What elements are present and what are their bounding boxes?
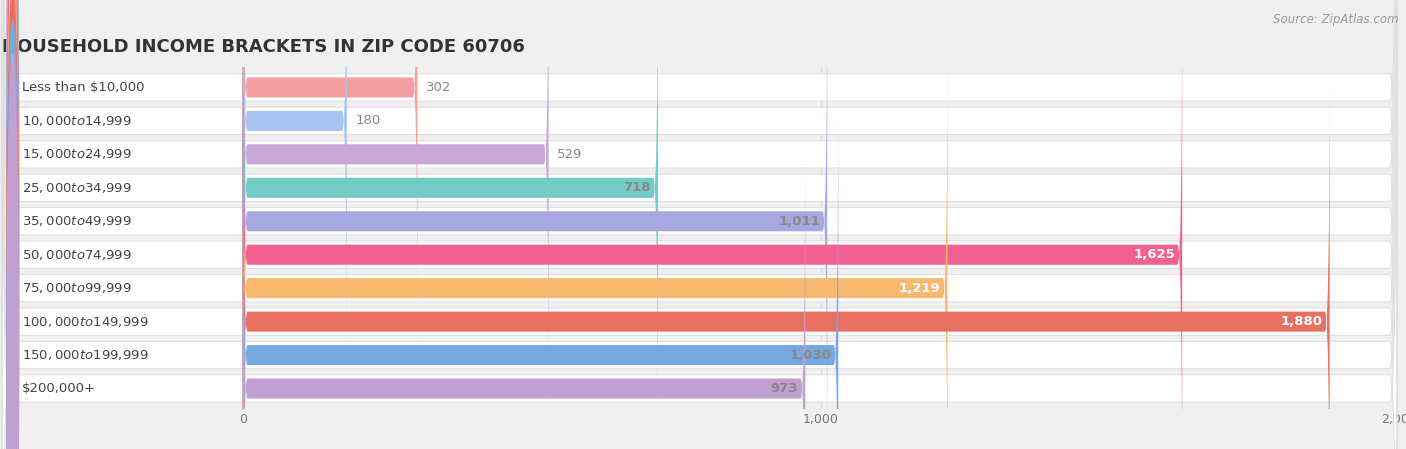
FancyBboxPatch shape xyxy=(243,97,838,449)
Circle shape xyxy=(7,0,18,449)
Circle shape xyxy=(7,0,18,449)
FancyBboxPatch shape xyxy=(3,0,1396,449)
Text: Source: ZipAtlas.com: Source: ZipAtlas.com xyxy=(1274,13,1399,26)
Text: HOUSEHOLD INCOME BRACKETS IN ZIP CODE 60706: HOUSEHOLD INCOME BRACKETS IN ZIP CODE 60… xyxy=(3,38,526,56)
FancyBboxPatch shape xyxy=(243,0,827,449)
FancyBboxPatch shape xyxy=(243,131,806,449)
Text: Less than $10,000: Less than $10,000 xyxy=(22,81,145,94)
FancyBboxPatch shape xyxy=(3,0,1396,449)
FancyBboxPatch shape xyxy=(243,0,548,412)
FancyBboxPatch shape xyxy=(3,1,1396,449)
Text: $50,000 to $74,999: $50,000 to $74,999 xyxy=(22,248,132,262)
FancyBboxPatch shape xyxy=(3,0,1396,449)
Text: 1,219: 1,219 xyxy=(898,282,941,295)
FancyBboxPatch shape xyxy=(243,31,948,449)
FancyBboxPatch shape xyxy=(3,0,1396,449)
FancyBboxPatch shape xyxy=(3,0,1396,449)
Text: $35,000 to $49,999: $35,000 to $49,999 xyxy=(22,214,132,228)
FancyBboxPatch shape xyxy=(3,0,1396,449)
Circle shape xyxy=(7,0,18,449)
Text: $75,000 to $99,999: $75,000 to $99,999 xyxy=(22,281,132,295)
FancyBboxPatch shape xyxy=(243,0,1182,449)
Text: 1,011: 1,011 xyxy=(779,215,820,228)
Circle shape xyxy=(7,0,18,422)
Circle shape xyxy=(7,0,18,449)
FancyBboxPatch shape xyxy=(243,0,658,445)
FancyBboxPatch shape xyxy=(243,0,347,379)
Text: $100,000 to $149,999: $100,000 to $149,999 xyxy=(22,315,149,329)
Text: 1,625: 1,625 xyxy=(1133,248,1175,261)
Circle shape xyxy=(7,0,18,449)
Text: 1,030: 1,030 xyxy=(789,348,831,361)
Text: 973: 973 xyxy=(770,382,799,395)
Circle shape xyxy=(7,0,18,449)
FancyBboxPatch shape xyxy=(243,0,418,345)
Text: 1,880: 1,880 xyxy=(1281,315,1323,328)
Text: 718: 718 xyxy=(623,181,651,194)
Circle shape xyxy=(7,0,18,449)
FancyBboxPatch shape xyxy=(243,64,1330,449)
Text: $150,000 to $199,999: $150,000 to $199,999 xyxy=(22,348,149,362)
Circle shape xyxy=(7,21,18,449)
Text: 180: 180 xyxy=(356,114,381,128)
Text: $200,000+: $200,000+ xyxy=(22,382,96,395)
Text: $10,000 to $14,999: $10,000 to $14,999 xyxy=(22,114,132,128)
FancyBboxPatch shape xyxy=(3,0,1396,449)
Text: 529: 529 xyxy=(557,148,582,161)
Text: $15,000 to $24,999: $15,000 to $24,999 xyxy=(22,147,132,161)
FancyBboxPatch shape xyxy=(3,0,1396,449)
Text: 302: 302 xyxy=(426,81,451,94)
Text: $25,000 to $34,999: $25,000 to $34,999 xyxy=(22,181,132,195)
FancyBboxPatch shape xyxy=(3,0,1396,449)
Circle shape xyxy=(7,54,18,449)
